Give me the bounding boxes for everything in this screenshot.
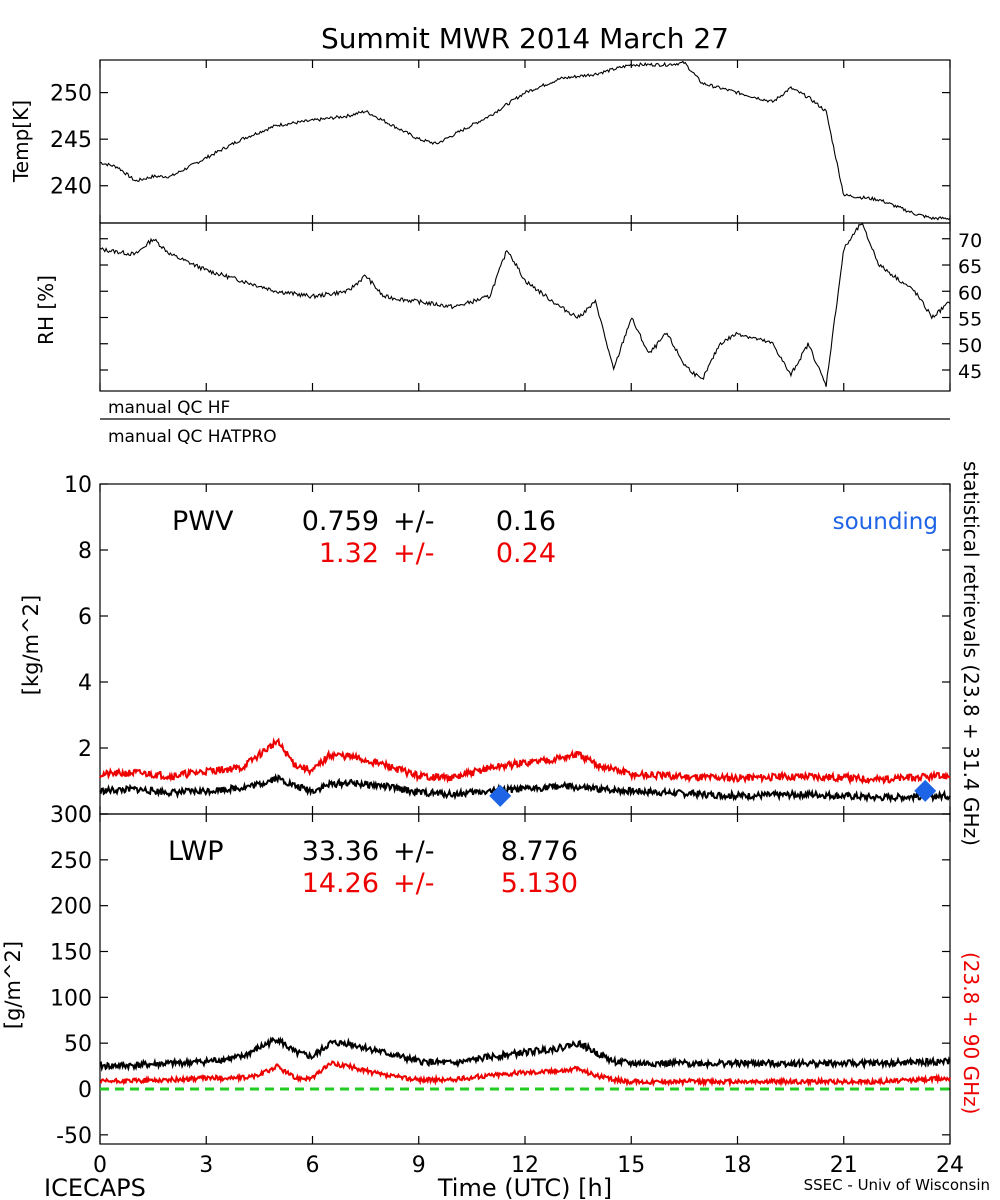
- sounding-legend: sounding: [833, 509, 938, 535]
- y-tick-label: 150: [50, 941, 92, 966]
- y-tick-label: 55: [958, 309, 982, 331]
- pwv-soundings: [489, 779, 937, 807]
- chart-title: Summit MWR 2014 March 27: [321, 22, 729, 55]
- rh-ticks: 45 50 55 60 65 70: [100, 230, 982, 383]
- rh-ylabel: RH [%]: [34, 275, 58, 345]
- x-tick-label: 0: [93, 1153, 107, 1178]
- lwp-black-pm: +/-: [393, 836, 434, 867]
- y-tick-label: 50: [64, 1032, 92, 1057]
- pwv-black-mean: 0.759: [302, 506, 379, 537]
- x-tick-label: 21: [830, 1153, 858, 1178]
- y-tick-label: 65: [958, 256, 982, 278]
- x-axis-label: Time (UTC) [h]: [437, 1174, 612, 1200]
- sounding-marker: [489, 784, 512, 807]
- x-tick-label: 15: [617, 1153, 645, 1178]
- qc-row-hf: manual QC HF: [108, 398, 230, 418]
- lwp-title: LWP: [168, 836, 224, 867]
- lwp-red-pm: +/-: [393, 868, 434, 899]
- y-tick-label: 10: [64, 473, 92, 498]
- rh-panel: 45 50 55 60 65 70 RH [%]: [34, 222, 982, 392]
- x-tick-label: 9: [412, 1153, 426, 1178]
- lwp-black-sd: 8.776: [501, 836, 578, 867]
- lwp-black-mean: 33.36: [302, 836, 379, 867]
- lwp-red-series: [99, 1060, 951, 1088]
- temperature-frame: [99, 59, 951, 224]
- pwv-red-pm: +/-: [393, 538, 434, 569]
- footer-right: SSEC - Univ of Wisconsin: [804, 1176, 990, 1194]
- y-tick-label: 45: [958, 361, 982, 383]
- y-tick-label: 70: [958, 230, 982, 252]
- temperature-ticks: 240 245 250: [50, 82, 950, 200]
- y-tick-label: 2: [78, 737, 92, 762]
- sounding-marker: [914, 779, 937, 802]
- side-label-red: (23.8 + 90 GHz): [959, 952, 983, 1114]
- x-tick-label: 18: [724, 1153, 752, 1178]
- x-tick-label: 12: [511, 1153, 539, 1178]
- x-tick-label: 3: [199, 1153, 213, 1178]
- temperature-ylabel: Temp[K]: [9, 100, 33, 183]
- qc-row-hatpro: manual QC HATPRO: [108, 427, 277, 447]
- y-tick-label: 250: [50, 82, 92, 107]
- y-tick-label: 60: [958, 282, 982, 304]
- y-tick-label: 250: [50, 849, 92, 874]
- y-tick-label: 240: [50, 175, 92, 200]
- lwp-black-series: [99, 1036, 951, 1072]
- x-axis-ticks: 0 3 6 9 12 15 18 21 24: [93, 60, 964, 1178]
- lwp-ticks: -50 0 50 100 150 200 250 300: [50, 803, 950, 1149]
- x-tick-label: 6: [306, 1153, 320, 1178]
- y-tick-label: 0: [78, 803, 92, 828]
- y-tick-label: -50: [56, 1124, 92, 1149]
- y-tick-label: 50: [958, 335, 982, 357]
- y-tick-label: 300: [50, 803, 92, 828]
- rh-line: [99, 223, 951, 387]
- pwv-black-series: [99, 773, 951, 804]
- lwp-red-sd: 5.130: [501, 868, 578, 899]
- pwv-red-sd: 0.24: [496, 538, 556, 569]
- pwv-red-series: [99, 737, 951, 786]
- side-label-black: statistical retrievals (23.8 + 31.4 GHz): [959, 461, 983, 846]
- pwv-ticks: 0 2 4 6 8 10: [64, 473, 950, 828]
- y-tick-label: 4: [78, 671, 92, 696]
- y-tick-label: 0: [78, 1078, 92, 1103]
- temperature-line: [99, 60, 951, 221]
- pwv-ylabel: [kg/m^2]: [19, 595, 43, 695]
- y-tick-label: 6: [78, 605, 92, 630]
- pwv-red-mean: 1.32: [319, 538, 379, 569]
- pwv-black-pm: +/-: [393, 506, 434, 537]
- pwv-black-sd: 0.16: [496, 506, 556, 537]
- pwv-panel: 0 2 4 6 8 10 [kg/m^2] PWV 0.759 +/- 0.16 1.32…: [19, 473, 951, 828]
- lwp-red-mean: 14.26: [302, 868, 379, 899]
- lwp-ylabel: [g/m^2]: [1, 941, 25, 1029]
- y-tick-label: 200: [50, 895, 92, 920]
- y-tick-label: 245: [50, 128, 92, 153]
- qc-rows: manual QC HF manual QC HATPRO: [100, 398, 950, 447]
- footer-left: ICECAPS: [44, 1174, 146, 1200]
- y-tick-label: 8: [78, 539, 92, 564]
- y-tick-label: 100: [50, 986, 92, 1011]
- pwv-title: PWV: [172, 506, 234, 537]
- x-tick-label: 24: [936, 1153, 964, 1178]
- rh-frame: [99, 222, 951, 392]
- temperature-panel: 240 245 250 Temp[K]: [9, 59, 951, 224]
